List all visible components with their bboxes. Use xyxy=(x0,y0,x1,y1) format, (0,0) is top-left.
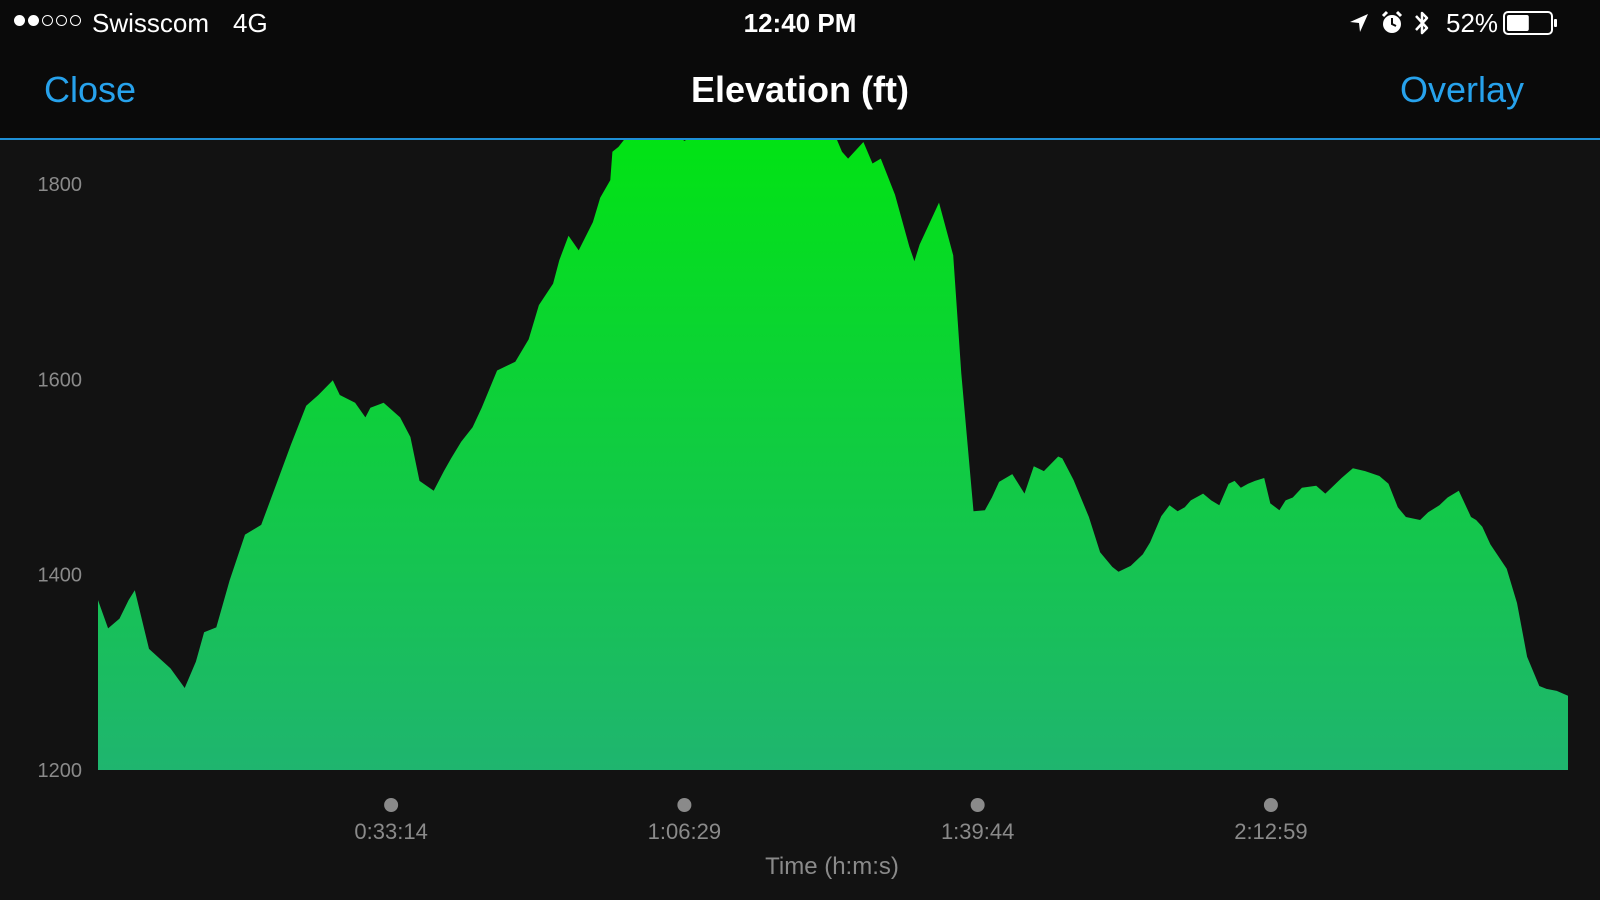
status-bar: Swisscom 4G 12:40 PM 52% xyxy=(0,0,1600,48)
alarm-icon xyxy=(1381,10,1403,33)
x-axis: 0:33:14 1:06:29 1:39:44 2:12:59 xyxy=(354,798,1308,844)
x-tick-label: 1:39:44 xyxy=(941,819,1014,844)
carrier-name: Swisscom xyxy=(92,8,210,38)
signal-dot xyxy=(28,15,39,26)
status-time: 12:40 PM xyxy=(743,8,857,38)
nav-bar: Close Elevation (ft) Overlay xyxy=(0,48,1600,140)
elevation-chart: 1800 1600 1400 1200 0:33:14 1:06:29 1:39:44 2:… xyxy=(38,140,1568,880)
bluetooth-icon xyxy=(1415,11,1429,35)
overlay-button[interactable]: Overlay xyxy=(1399,69,1524,110)
y-tick-label: 1600 xyxy=(38,369,83,391)
x-tick-marker xyxy=(970,798,985,812)
signal-dot xyxy=(70,15,81,26)
battery-icon xyxy=(1503,11,1557,35)
x-tick-label: 2:12:59 xyxy=(1234,819,1307,844)
x-axis-title: Time (h:m:s) xyxy=(765,853,899,880)
elevation-area-series xyxy=(98,140,1568,770)
signal-strength-icon xyxy=(14,15,81,26)
y-tick-label: 1400 xyxy=(38,565,83,587)
x-tick-label: 0:33:14 xyxy=(354,819,427,844)
x-tick-label: 1:06:29 xyxy=(648,819,721,844)
battery-percent: 52% xyxy=(1446,8,1499,38)
y-tick-label: 1200 xyxy=(38,760,83,782)
x-tick-marker xyxy=(1263,798,1278,812)
page-title: Elevation (ft) xyxy=(690,69,909,110)
x-tick-marker xyxy=(384,798,399,812)
signal-dot xyxy=(42,15,53,26)
y-tick-label: 1800 xyxy=(38,174,83,196)
signal-dot xyxy=(56,15,67,26)
y-axis: 1800 1600 1400 1200 xyxy=(38,174,83,782)
signal-dot xyxy=(14,15,25,26)
close-button[interactable]: Close xyxy=(44,69,137,110)
location-arrow-icon xyxy=(1350,14,1368,32)
x-tick-marker xyxy=(677,798,692,812)
network-type: 4G xyxy=(233,8,268,38)
